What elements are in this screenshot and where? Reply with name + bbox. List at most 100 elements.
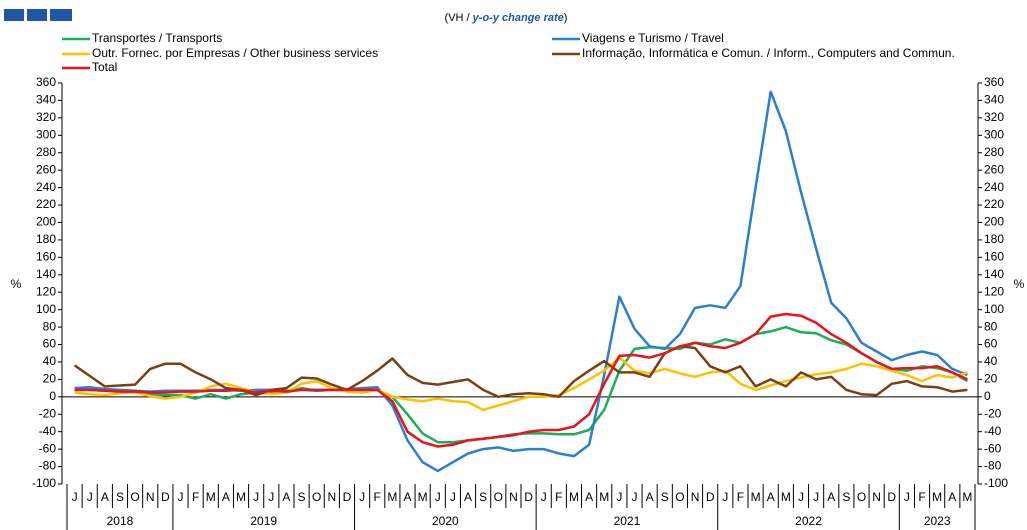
y2-tick-label: 200 bbox=[984, 215, 1004, 229]
year-label: 2020 bbox=[432, 514, 459, 528]
y2-tick-label: -20 bbox=[984, 406, 1002, 420]
y-tick-label: -60 bbox=[39, 441, 57, 455]
legend-label: Informação, Informática e Comun. / Infor… bbox=[582, 46, 955, 60]
y-tick-label: 180 bbox=[36, 232, 56, 246]
y2-tick-label: 100 bbox=[984, 302, 1004, 316]
x-tick-label: J bbox=[450, 490, 456, 504]
x-tick-label: A bbox=[646, 490, 654, 504]
subtitle-part: ) bbox=[564, 12, 568, 24]
subtitle-part: (VH / bbox=[445, 12, 473, 24]
y-tick-label: 260 bbox=[36, 162, 56, 176]
y-tick-label: 20 bbox=[43, 372, 57, 386]
x-tick-label: M bbox=[418, 490, 428, 504]
x-tick-label: D bbox=[706, 490, 715, 504]
y2-tick-label: 340 bbox=[984, 93, 1004, 107]
x-tick-label: N bbox=[509, 490, 518, 504]
x-tick-label: F bbox=[374, 490, 381, 504]
y2-tick-label: 300 bbox=[984, 127, 1004, 141]
x-tick-label: O bbox=[312, 490, 321, 504]
y-tick-label: -40 bbox=[39, 424, 57, 438]
x-tick-label: N bbox=[691, 490, 700, 504]
y-tick-label: 320 bbox=[36, 110, 56, 124]
y2-axis-label: % bbox=[1014, 277, 1025, 291]
y-tick-label: 160 bbox=[36, 250, 56, 264]
x-tick-label: J bbox=[632, 490, 638, 504]
x-tick-label: J bbox=[813, 490, 819, 504]
legend-label: Outr. Fornec. por Empresas / Other busin… bbox=[92, 46, 378, 60]
legend-label: Transportes / Transports bbox=[92, 31, 222, 45]
x-tick-label: O bbox=[494, 490, 503, 504]
x-tick-label: J bbox=[904, 490, 910, 504]
x-tick-label: J bbox=[435, 490, 441, 504]
x-tick-label: S bbox=[842, 490, 850, 504]
y-tick-label: -80 bbox=[39, 459, 57, 473]
y2-tick-label: -40 bbox=[984, 424, 1002, 438]
x-tick-label: M bbox=[599, 490, 609, 504]
y-tick-label: -20 bbox=[39, 406, 57, 420]
x-tick-label: F bbox=[192, 490, 199, 504]
x-tick-label: J bbox=[87, 490, 93, 504]
x-tick-label: A bbox=[101, 490, 109, 504]
x-tick-label: D bbox=[524, 490, 533, 504]
legend-label: Total bbox=[92, 60, 117, 74]
y2-tick-label: -100 bbox=[984, 476, 1008, 490]
y2-tick-label: 0 bbox=[984, 389, 991, 403]
x-tick-label: M bbox=[751, 490, 761, 504]
y-tick-label: 0 bbox=[49, 389, 56, 403]
x-tick-label: A bbox=[222, 490, 230, 504]
y-tick-label: 340 bbox=[36, 93, 56, 107]
y-tick-label: 200 bbox=[36, 215, 56, 229]
x-tick-label: J bbox=[253, 490, 259, 504]
x-tick-label: F bbox=[737, 490, 744, 504]
x-tick-label: J bbox=[359, 490, 365, 504]
y2-tick-label: 260 bbox=[984, 162, 1004, 176]
x-tick-label: S bbox=[116, 490, 124, 504]
y2-tick-label: 180 bbox=[984, 232, 1004, 246]
x-tick-label: F bbox=[555, 490, 562, 504]
y2-tick-label: 40 bbox=[984, 354, 998, 368]
x-tick-label: N bbox=[872, 490, 881, 504]
year-label: 2023 bbox=[924, 514, 951, 528]
y2-tick-label: 360 bbox=[984, 75, 1004, 89]
x-tick-label: D bbox=[887, 490, 896, 504]
y-tick-label: 140 bbox=[36, 267, 56, 281]
y-tick-label: 100 bbox=[36, 302, 56, 316]
x-tick-label: M bbox=[387, 490, 397, 504]
series-line bbox=[73, 345, 968, 399]
x-tick-label: O bbox=[675, 490, 684, 504]
logo-block bbox=[50, 9, 72, 21]
x-tick-label: J bbox=[178, 490, 184, 504]
subtitle-part: y-o-y change rate bbox=[472, 12, 564, 24]
x-tick-label: J bbox=[268, 490, 274, 504]
y-tick-label: 240 bbox=[36, 180, 56, 194]
year-label: 2019 bbox=[250, 514, 277, 528]
y2-tick-label: 240 bbox=[984, 180, 1004, 194]
x-tick-label: N bbox=[327, 490, 336, 504]
legend-label: Viagens e Turismo / Travel bbox=[582, 31, 724, 45]
x-tick-label: A bbox=[464, 490, 472, 504]
y2-tick-label: 220 bbox=[984, 197, 1004, 211]
y2-tick-label: 20 bbox=[984, 372, 998, 386]
x-tick-label: A bbox=[585, 490, 593, 504]
x-tick-label: M bbox=[932, 490, 942, 504]
y2-tick-label: 280 bbox=[984, 145, 1004, 159]
year-label: 2021 bbox=[614, 514, 641, 528]
x-tick-label: M bbox=[781, 490, 791, 504]
logo-block bbox=[27, 9, 47, 21]
series-line bbox=[74, 312, 968, 448]
y-tick-label: 220 bbox=[36, 197, 56, 211]
y2-tick-label: 120 bbox=[984, 284, 1004, 298]
y2-tick-label: -80 bbox=[984, 459, 1002, 473]
x-tick-label: M bbox=[236, 490, 246, 504]
logo-block bbox=[4, 9, 24, 21]
x-tick-label: M bbox=[569, 490, 579, 504]
y2-tick-label: 80 bbox=[984, 319, 998, 333]
x-tick-label: J bbox=[72, 490, 78, 504]
x-tick-label: J bbox=[798, 490, 804, 504]
x-tick-label: F bbox=[918, 490, 925, 504]
x-tick-label: A bbox=[282, 490, 290, 504]
y-tick-label: 40 bbox=[43, 354, 57, 368]
x-tick-label: S bbox=[479, 490, 487, 504]
